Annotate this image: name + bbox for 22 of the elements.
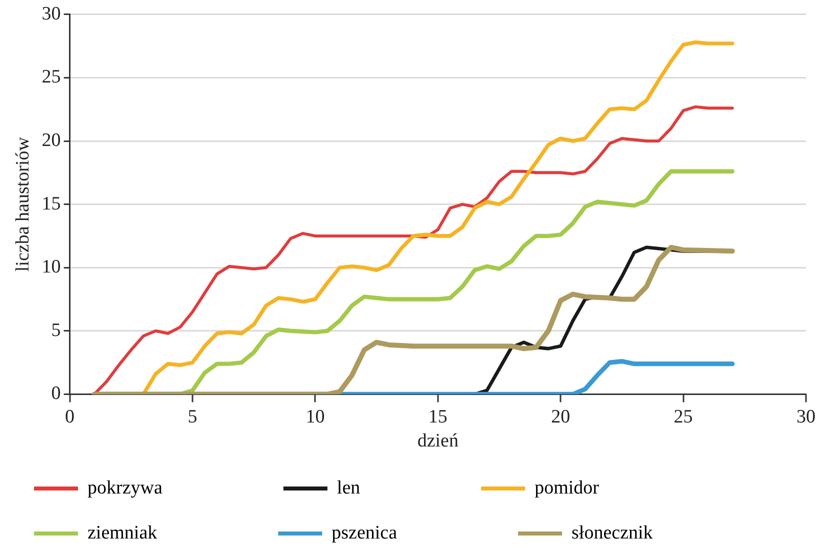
x-tick-label: 30: [796, 406, 816, 428]
legend-label: pszenica: [332, 522, 492, 544]
x-axis-title: dzień: [417, 430, 459, 452]
y-tick-label: 30: [42, 3, 61, 24]
x-tick-label: 5: [188, 406, 198, 428]
y-tick-label: 10: [42, 256, 61, 278]
legend-label: ziemniak: [88, 522, 252, 544]
x-tick-label: 0: [65, 406, 75, 428]
legend-label: pomidor: [534, 477, 694, 498]
x-tick-label: 25: [674, 406, 693, 428]
x-tick-label: 10: [306, 406, 325, 428]
legend-label: len: [336, 477, 456, 498]
x-tick-label: 20: [551, 406, 570, 428]
y-tick-label: 0: [51, 383, 61, 404]
legend-label: pokrzywa: [88, 477, 258, 498]
y-tick-label: 15: [42, 193, 61, 214]
y-tick-label: 5: [51, 320, 61, 341]
legend-label: słonecznik: [572, 522, 748, 544]
y-axis-title: liczba haustoriów: [12, 136, 34, 272]
y-tick-label: 20: [42, 130, 61, 151]
x-tick-label: 15: [428, 406, 448, 428]
y-tick-label: 25: [42, 66, 61, 88]
